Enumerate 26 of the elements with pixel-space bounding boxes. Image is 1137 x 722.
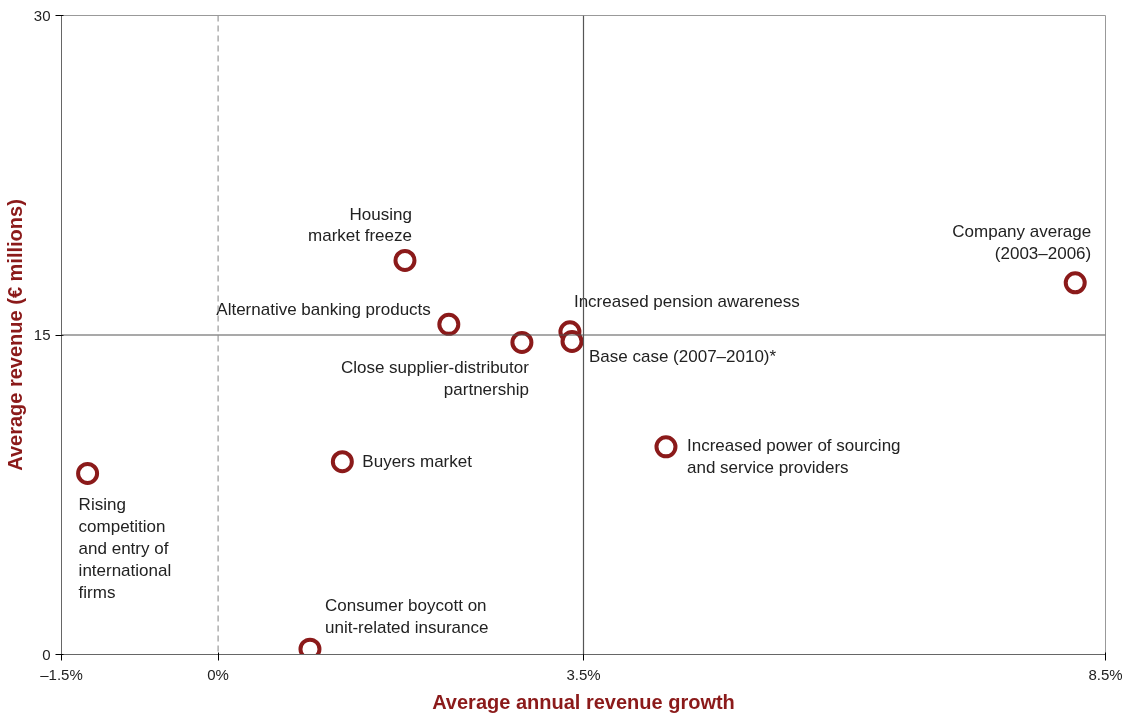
x-tick-label: 3.5% <box>566 665 601 683</box>
point <box>330 450 354 474</box>
x-axis-title: Average annual revenue growth <box>432 690 735 713</box>
point <box>510 330 534 354</box>
point <box>76 461 100 485</box>
y-tick-label: 15 <box>33 326 51 343</box>
annotation: Company average (2003–2006) <box>952 221 1092 263</box>
annotation: Housing market freeze <box>308 204 412 246</box>
point <box>654 435 678 459</box>
point <box>437 312 461 336</box>
point <box>393 248 417 272</box>
annotation: Base case (2007–2010)* <box>589 346 777 366</box>
annotation: Close supplier-distributor partnership <box>340 358 530 400</box>
point <box>560 329 584 353</box>
annotation: Increased power of sourcing and service providers <box>686 435 901 477</box>
y-tick-label: 30 <box>33 6 51 24</box>
annotation: Buyers market <box>362 452 473 472</box>
annotation: Alternative banking products <box>216 299 431 319</box>
x-tick-label: 8.5% <box>1088 665 1123 683</box>
point <box>1063 271 1087 295</box>
annotation: Rising competition and entry of international firms <box>78 495 172 602</box>
y-axis-title: Average revenue (€ millions) <box>3 199 26 471</box>
x-tick-label: 0% <box>207 665 229 683</box>
y-tick-label: 0 <box>42 645 51 663</box>
x-tick-label: –1.5% <box>40 665 83 683</box>
annotation: Consumer boycott on unit-related insurance <box>324 596 489 638</box>
